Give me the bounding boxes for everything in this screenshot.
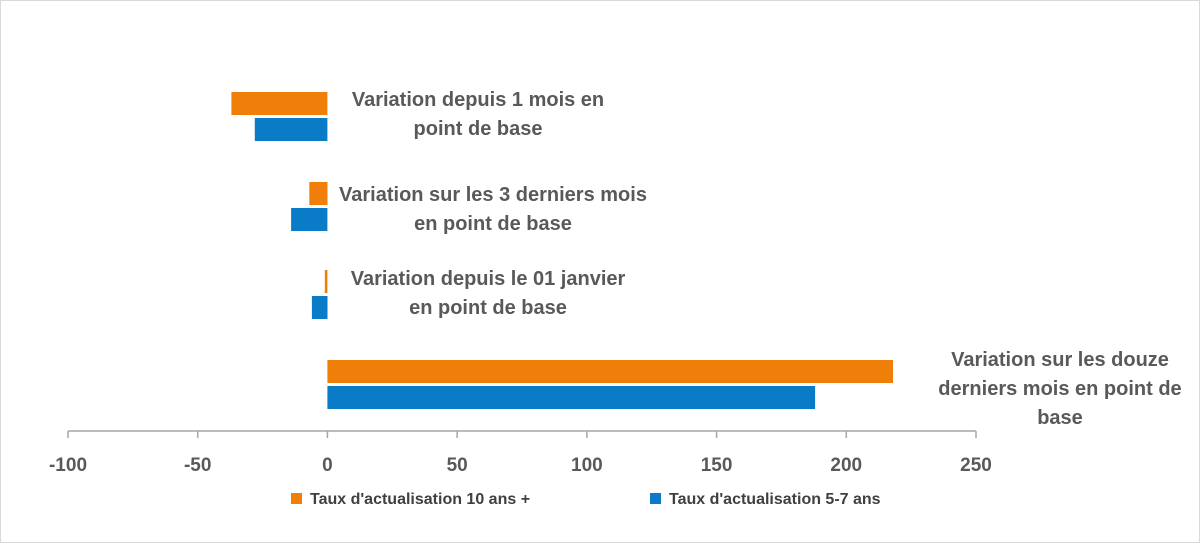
category-label-line: Variation sur les 3 derniers mois: [339, 184, 647, 206]
bars-group: [231, 92, 893, 409]
x-tick-label: 50: [447, 455, 468, 476]
category-label-2: Variation sur les 3 derniers mois en poin…: [339, 184, 647, 235]
x-tick-label: 100: [571, 455, 603, 476]
category-label-line: Variation depuis le 01 janvier: [351, 268, 626, 290]
category-labels: Variation depuis 1 mois en point de baseV…: [339, 89, 1182, 429]
bar-taux-5-7-ans-cat-2: [291, 208, 328, 231]
bar-taux-5-7-ans-cat-4: [327, 386, 816, 409]
bar-taux-10-ans-cat-1: [231, 92, 328, 115]
category-label-line: derniers mois en point de: [938, 378, 1181, 400]
x-tick-label: 250: [960, 455, 992, 476]
x-tick-label: 0: [322, 455, 333, 476]
category-label-line: en point de base: [414, 213, 572, 235]
legend-label-2: Taux d'actualisation 5-7 ans: [669, 491, 881, 508]
category-label-line: Variation depuis 1 mois en: [352, 89, 604, 111]
category-label-1: Variation depuis 1 mois en point de base: [352, 89, 604, 140]
x-tick-label: -50: [184, 455, 211, 476]
category-label-line: point de base: [414, 118, 543, 140]
x-tick-label: -100: [49, 455, 87, 476]
category-label-line: en point de base: [409, 297, 567, 319]
bar-taux-10-ans-cat-2: [309, 182, 328, 205]
bar-taux-10-ans-cat-4: [327, 360, 893, 383]
x-tick-label: 200: [830, 455, 862, 476]
x-tick-label: 150: [701, 455, 733, 476]
category-label-4: Variation sur les douze derniers mois en …: [938, 349, 1181, 429]
legend-swatch-2: [650, 493, 661, 504]
legend-label-1: Taux d'actualisation 10 ans +: [310, 491, 530, 508]
legend-swatch-1: [291, 493, 302, 504]
bar-taux-5-7-ans-cat-3: [311, 296, 328, 319]
category-label-line: Variation sur les douze: [951, 349, 1169, 371]
bar-taux-5-7-ans-cat-1: [254, 118, 328, 141]
legend: Taux d'actualisation 10 ans + Taux d'actu…: [291, 491, 881, 508]
category-label-3: Variation depuis le 01 janvier en point d…: [351, 268, 626, 319]
x-axis: -100 -50 0 50 100 150 200 250: [49, 430, 992, 476]
bar-taux-10-ans-cat-3: [324, 270, 328, 293]
category-label-line: base: [1037, 407, 1083, 429]
